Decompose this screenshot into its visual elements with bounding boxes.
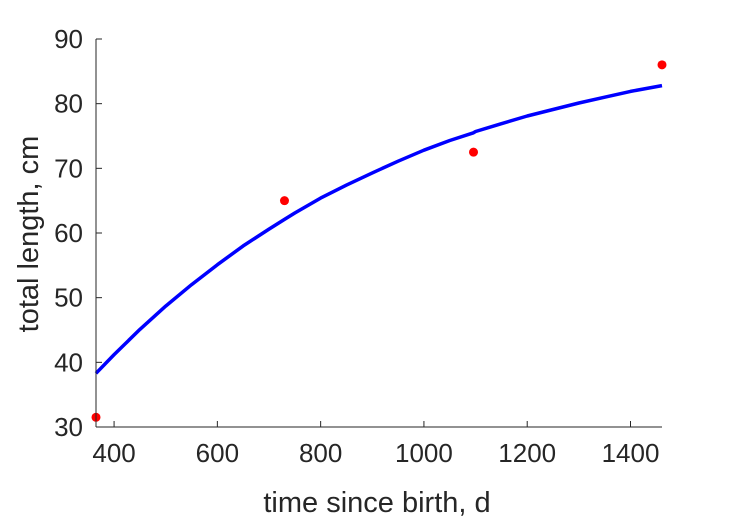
data-point <box>469 147 479 157</box>
x-axis-label: time since birth, d <box>263 487 490 519</box>
y-tick-label: 30 <box>54 412 83 442</box>
y-tick-label: 50 <box>54 283 83 313</box>
y-tick-label: 60 <box>54 218 83 248</box>
data-point <box>279 196 289 206</box>
x-tick-label: 1000 <box>395 438 453 468</box>
y-tick-label: 70 <box>54 153 83 183</box>
chart-marks <box>91 60 667 422</box>
y-axis-label: total length, cm <box>13 136 45 333</box>
x-tick-label: 800 <box>299 438 342 468</box>
x-tick-label: 1200 <box>498 438 556 468</box>
data-point <box>657 60 667 70</box>
y-tick-label: 80 <box>54 89 83 119</box>
axes: 400 600 800 1000 1200 1400 30 40 50 60 70 80 90 <box>54 24 662 468</box>
x-tick-label: 400 <box>92 438 135 468</box>
y-tick-label: 90 <box>54 24 83 54</box>
fit-curve-line <box>94 83 663 375</box>
x-tick-label: 600 <box>196 438 239 468</box>
x-tick-label: 1400 <box>602 438 660 468</box>
y-tick-label: 40 <box>54 347 83 377</box>
